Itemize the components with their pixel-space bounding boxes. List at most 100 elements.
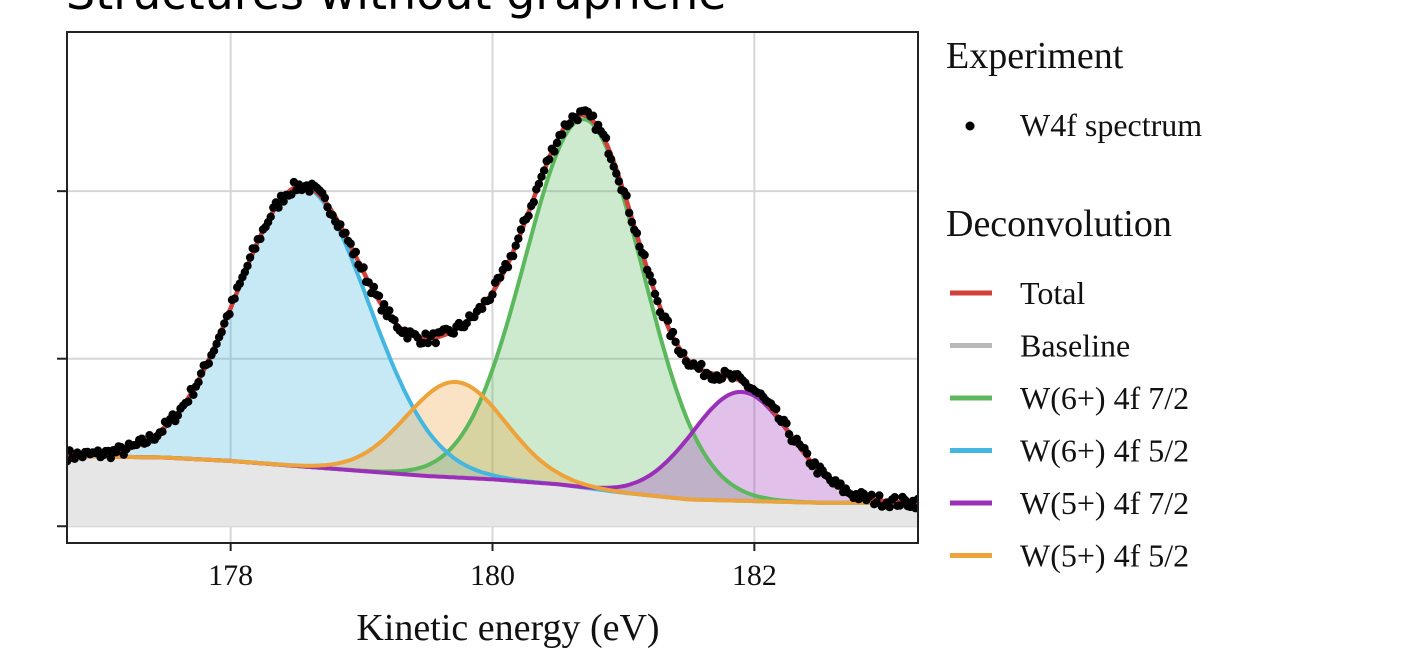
experiment-point — [266, 212, 275, 221]
experiment-point — [668, 327, 678, 337]
axis-ticks: 178 180 182 — [57, 190, 777, 592]
experiment-point — [511, 241, 520, 250]
experiment-point — [243, 261, 252, 271]
experiment-point — [194, 378, 203, 387]
experiment-point — [184, 397, 193, 406]
experiment-point — [503, 262, 513, 272]
experiment-point — [209, 346, 219, 355]
experiment-point — [374, 291, 384, 300]
experiment-point — [403, 334, 412, 343]
experiment-point — [717, 374, 727, 383]
experiment-point — [478, 304, 487, 313]
experiment-point — [588, 111, 598, 120]
legend-item-w-6-4f-7-2: W(6+) 4f 7/2 — [1020, 380, 1189, 416]
experiment-point — [784, 430, 794, 439]
experiment-point — [836, 479, 845, 488]
experiment-point — [274, 203, 283, 212]
legend-item-baseline: Baseline — [1020, 328, 1130, 364]
legend-experiment-heading: Experiment — [946, 35, 1124, 77]
experiment-point — [539, 166, 549, 175]
experiment-point — [609, 162, 618, 171]
experiment-point — [612, 169, 621, 178]
experiment-point — [524, 211, 533, 221]
experiment-point — [648, 277, 657, 287]
legend-item-w-5-4f-7-2: W(5+) 4f 7/2 — [1020, 485, 1189, 521]
legend-item-w-5-4f-5-2: W(5+) 4f 5/2 — [1020, 538, 1189, 574]
experiment-point — [380, 300, 389, 309]
experiment-point — [212, 339, 221, 349]
experiment-point — [496, 273, 505, 282]
experiment-point — [557, 130, 567, 139]
experiment-point — [385, 306, 394, 315]
legend[interactable]: Experiment W4f spectrum Deconvolution Total… — [946, 35, 1202, 574]
experiment-point — [645, 271, 654, 280]
x-tick-label: 180 — [470, 559, 515, 592]
experiment-point — [772, 404, 781, 414]
x-tick-label: 182 — [732, 559, 777, 592]
experiment-point — [323, 202, 332, 212]
experiment-point — [189, 390, 198, 399]
experiment-point — [256, 234, 265, 244]
experiment-points — [67, 106, 918, 513]
experiment-point — [245, 253, 255, 262]
experiment-point — [341, 228, 350, 237]
experiment-point — [573, 116, 582, 125]
experiment-point — [320, 193, 330, 203]
experiment-point — [782, 419, 791, 428]
experiment-point — [328, 211, 337, 220]
legend-deconvolution-heading: Deconvolution — [946, 203, 1172, 245]
experiment-point — [697, 359, 706, 369]
experiment-point — [529, 197, 538, 207]
page-title: Structures without graphene — [66, 0, 727, 16]
experiment-point — [516, 225, 526, 234]
experiment-point — [627, 217, 636, 227]
experiment-point — [346, 239, 355, 248]
experiment-point — [679, 348, 688, 358]
legend-dot-icon — [965, 121, 975, 131]
experiment-point — [431, 338, 440, 348]
experiment-point — [462, 319, 471, 328]
experiment-point — [854, 495, 863, 504]
experiment-point — [545, 155, 554, 164]
experiment-point — [158, 427, 167, 436]
experiment-point — [336, 220, 345, 229]
experiment-point — [351, 247, 360, 257]
experiment-point — [305, 187, 314, 196]
fill-w-6-4f-5-2 — [67, 186, 918, 503]
experiment-point — [913, 494, 918, 504]
experiment-point — [204, 359, 213, 368]
experiment-point — [423, 338, 433, 348]
experiment-point — [606, 155, 616, 164]
experiment-point — [173, 411, 183, 420]
experiment-point — [514, 234, 523, 243]
experiment-point — [390, 315, 399, 325]
experiment-point — [220, 319, 229, 328]
experiment-point — [885, 502, 894, 512]
experiment-point — [552, 138, 562, 148]
legend-item-w4f-spectrum: W4f spectrum — [1020, 107, 1202, 143]
baseline-fill — [67, 455, 918, 527]
experiment-point — [279, 197, 288, 206]
experiment-point — [622, 191, 631, 200]
legend-item-total: Total — [1020, 275, 1085, 311]
component-fills — [67, 119, 918, 527]
experiment-point — [867, 490, 876, 499]
experiment-point — [508, 251, 518, 261]
experiment-point — [911, 504, 918, 513]
experiment-point — [632, 228, 642, 238]
experiment-point — [895, 501, 905, 510]
experiment-point — [625, 208, 634, 218]
experiment-point — [488, 290, 497, 299]
line-w-5-4f-5-2 — [67, 380, 918, 505]
experiment-point — [369, 282, 379, 292]
experiment-point — [225, 310, 234, 319]
experiment-point — [671, 337, 680, 347]
fill-w-5-4f-5-2 — [67, 382, 918, 503]
experiment-point — [875, 491, 884, 500]
experiment-point — [377, 306, 386, 315]
experiment-point — [653, 296, 662, 306]
experiment-point — [550, 147, 559, 156]
experiment-point — [67, 446, 74, 455]
legend-item-w-6-4f-5-2: W(6+) 4f 5/2 — [1020, 433, 1189, 469]
